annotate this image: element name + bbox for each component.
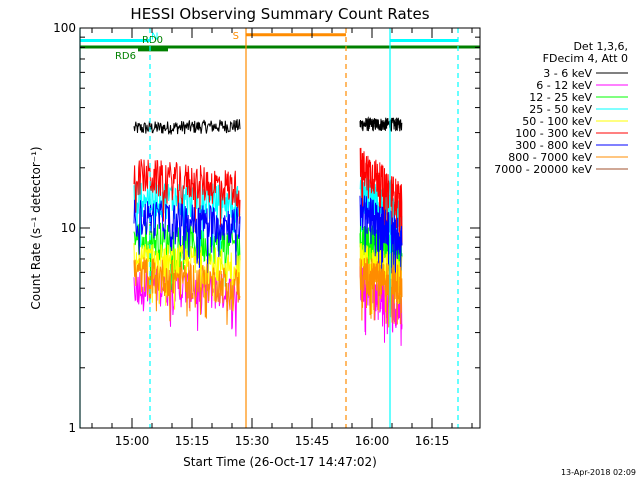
trace-100-300-kev-1 <box>133 159 241 233</box>
x-tick-label: 15:15 <box>175 434 210 448</box>
x-tick-label: 16:15 <box>415 434 450 448</box>
x-tick-label: 15:00 <box>115 434 150 448</box>
x-tick-label: 15:30 <box>235 434 270 448</box>
flag-label-rd6: RD6 <box>115 51 136 62</box>
legend-label: 12 - 25 keV <box>529 91 592 104</box>
legend-label: 50 - 100 keV <box>522 115 592 128</box>
trace-3-6-kev-1 <box>133 119 241 135</box>
y-tick-label: 1 <box>68 421 76 435</box>
chart-title: HESSI Observing Summary Count Rates <box>130 5 429 23</box>
legend-label: 7000 - 20000 keV <box>494 163 592 176</box>
y-tick-label: 100 <box>53 21 76 35</box>
trace-50-100-kev-1 <box>133 243 241 312</box>
flag-label-n: N <box>151 32 158 43</box>
trace-800-7000-kev-2 <box>359 257 403 328</box>
flag-label-rd0: RD0 <box>142 35 163 46</box>
trace-100-300-kev-2 <box>359 147 403 248</box>
legend-label: 6 - 12 keV <box>536 79 592 92</box>
timestamp: 13-Apr-2018 02:09 <box>561 468 636 477</box>
flag-bars: N S RD0 RD6 <box>80 31 480 62</box>
legend-label: 800 - 7000 keV <box>508 151 592 164</box>
x-axis-ticks: 15:00 15:15 15:30 15:45 16:00 16:15 <box>91 28 473 448</box>
x-tick-label: 15:45 <box>295 434 330 448</box>
trace-300-800-kev-2 <box>359 195 403 287</box>
x-axis-label: Start Time (26-Oct-17 14:47:02) <box>183 455 377 469</box>
y-tick-label: 10 <box>61 221 76 235</box>
trace-3-6-kev-2 <box>359 116 403 132</box>
trace-300-800-kev-1 <box>133 199 241 274</box>
legend-label: 25 - 50 keV <box>529 103 592 116</box>
legend-header: FDecim 4, Att 0 <box>543 52 628 65</box>
legend-label: 300 - 800 keV <box>515 139 592 152</box>
series-traces <box>133 116 403 346</box>
legend-label: 100 - 300 keV <box>515 127 592 140</box>
legend-header: Det 1,3,6, <box>573 40 628 53</box>
y-axis-label: Count Rate (s⁻¹ detector⁻¹) <box>29 146 43 309</box>
flag-label-s: S <box>233 31 239 42</box>
legend-label: 3 - 6 keV <box>543 67 592 80</box>
trace-800-7000-kev-1 <box>133 257 241 325</box>
y-axis-ticks: 1 10 100 <box>53 21 480 435</box>
x-tick-label: 16:00 <box>355 434 390 448</box>
